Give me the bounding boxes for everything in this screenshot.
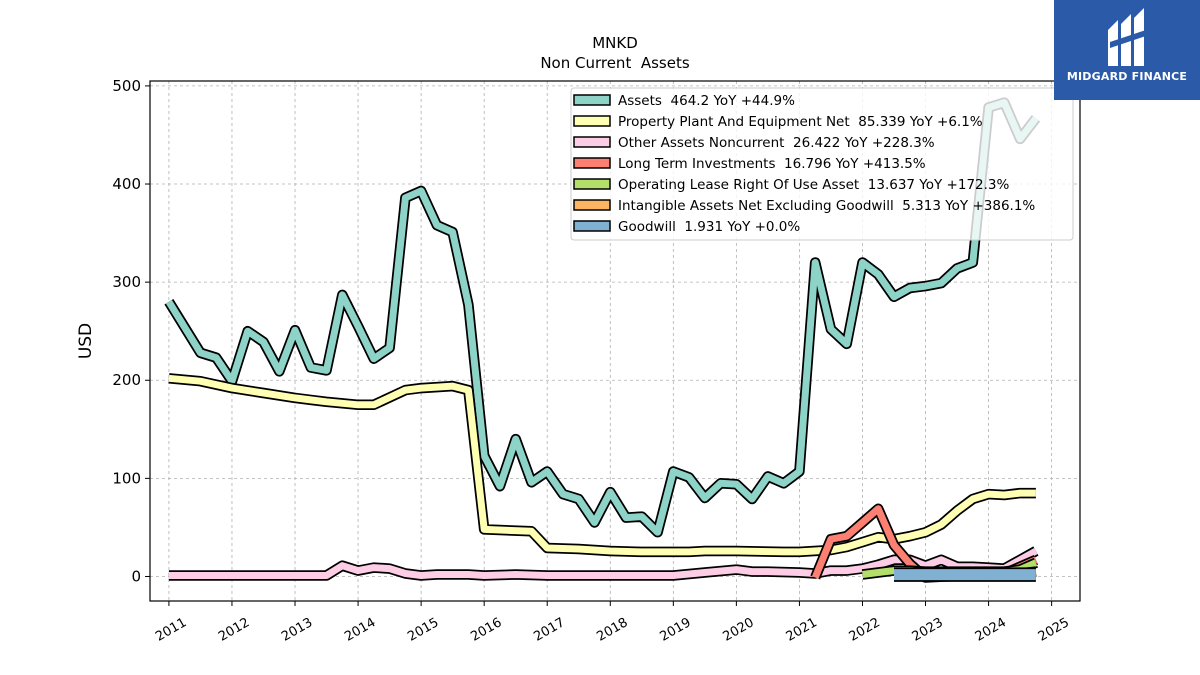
series-0	[164, 97, 1041, 538]
x-tick-label: 2022	[847, 615, 883, 645]
series-layer	[164, 97, 1041, 583]
legend-entry: Property Plant And Equipment Net 85.339 …	[618, 114, 983, 130]
y-axis-label: USD	[76, 323, 96, 359]
chart-title: MNKD	[592, 34, 638, 52]
y-tick-label: 500	[112, 77, 141, 95]
legend-entry: Goodwill 1.931 YoY +0.0%	[618, 219, 800, 235]
series-line	[168, 547, 1038, 579]
y-axis: 0 100 200 300 400 500	[112, 77, 150, 585]
brand-logo: MIDGARD FINANCE	[1054, 0, 1200, 100]
series-line	[165, 99, 1039, 536]
x-tick-label: 2019	[657, 615, 693, 645]
x-tick-label: 2020	[721, 615, 757, 645]
x-tick-label: 2025	[1036, 615, 1072, 645]
series-2	[168, 546, 1039, 581]
legend-swatch	[573, 157, 611, 169]
chart-subtitle: Non Current Assets	[540, 54, 690, 72]
y-tick-label: 100	[112, 469, 141, 487]
legend-box	[570, 87, 1074, 241]
brand-logo-icon	[1108, 8, 1146, 66]
legend-entry: Assets 464.2 YoY +44.9%	[618, 93, 795, 109]
x-tick-label: 2016	[468, 615, 504, 645]
legend-swatch	[573, 220, 611, 232]
series-1	[168, 373, 1036, 558]
x-tick-label: 2011	[153, 615, 189, 645]
x-tick-label: 2021	[784, 615, 820, 645]
legend: Assets 464.2 YoY +44.9% Property Plant An…	[570, 87, 1074, 241]
x-tick-label: 2015	[405, 615, 441, 645]
x-tick-label: 2013	[279, 615, 315, 645]
series-line	[168, 374, 1036, 556]
series-line-outline	[168, 373, 1036, 558]
y-tick-label: 300	[112, 273, 141, 291]
y-tick-label: 400	[112, 175, 141, 193]
legend-entry: Long Term Investments 16.796 YoY +413.5%	[618, 156, 926, 172]
x-tick-label: 2018	[594, 615, 630, 645]
legend-swatch	[573, 94, 611, 106]
x-tick-label: 2017	[531, 615, 567, 645]
legend-swatch	[573, 136, 611, 148]
x-axis: 2011 2012 2013 2014 2015 2016 2017 2018 2019 2020…	[153, 601, 1072, 645]
brand-logo-text: MIDGARD FINANCE	[1066, 70, 1188, 83]
legend-swatch	[573, 199, 611, 211]
legend-entry: Other Assets Noncurrent 26.422 YoY +228.…	[618, 135, 935, 151]
x-tick-label: 2023	[910, 615, 946, 645]
x-tick-label: 2024	[973, 615, 1009, 645]
legend-swatch	[573, 115, 611, 127]
legend-entry: Intangible Assets Net Excluding Goodwill…	[618, 198, 1035, 214]
plot-frame	[149, 80, 1081, 602]
x-tick-label: 2012	[216, 615, 252, 645]
y-tick-label: 200	[112, 371, 141, 389]
y-tick-label: 0	[131, 567, 141, 585]
legend-swatch	[573, 178, 611, 190]
legend-entry: Operating Lease Right Of Use Asset 13.63…	[618, 177, 1010, 193]
x-tick-label: 2014	[342, 615, 378, 645]
